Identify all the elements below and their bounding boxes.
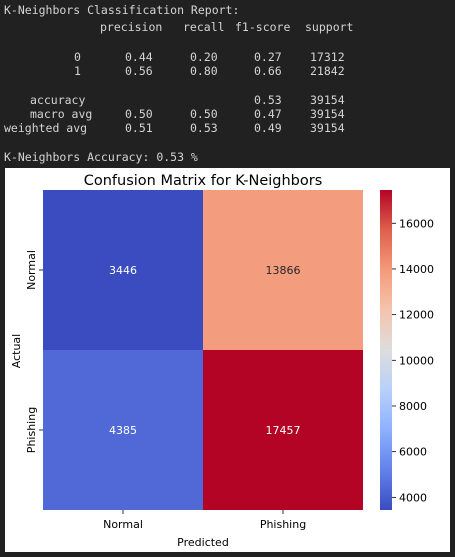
macro-avg-support: 39154	[310, 107, 345, 121]
heatmap-cell	[203, 190, 363, 350]
accuracy-support: 39154	[310, 93, 345, 107]
colorbar-tick-label: 6000	[399, 446, 427, 459]
colorbar-tick-label: 4000	[399, 491, 427, 504]
header-recall: recall	[183, 20, 225, 34]
y-axis-label: Actual	[10, 334, 23, 368]
colorbar	[380, 190, 392, 510]
weighted-avg-f1: 0.49	[254, 121, 282, 135]
report-title: K-Neighbors Classification Report:	[4, 3, 240, 17]
row-f1: 0.27	[254, 50, 282, 64]
row-precision: 0.44	[125, 50, 153, 64]
colorbar-tick-label: 10000	[399, 354, 434, 367]
cell-annotation: 17457	[266, 424, 301, 437]
weighted-avg-label: weighted avg	[4, 121, 88, 135]
cell-annotation: 3446	[109, 264, 137, 277]
cell-annotation: 4385	[109, 424, 137, 437]
console-output: K-Neighbors Classification Report: preci…	[0, 0, 455, 168]
confusion-matrix-chart: Confusion Matrix for K-Neighbors 3446 138…	[10, 173, 434, 549]
accuracy-f1: 0.53	[254, 93, 282, 107]
x-axis-label: Predicted	[177, 536, 229, 549]
weighted-avg-support: 39154	[310, 121, 345, 135]
row-recall: 0.80	[190, 64, 218, 78]
heatmap-cell	[43, 190, 203, 350]
y-tick-label: Normal	[25, 250, 38, 290]
colorbar-tick-label: 12000	[399, 309, 434, 322]
cell-annotation: 13866	[266, 264, 301, 277]
x-tick-label: Phishing	[260, 518, 306, 531]
row-recall: 0.20	[190, 50, 218, 64]
macro-avg-precision: 0.50	[125, 107, 153, 121]
macro-avg-recall: 0.50	[190, 107, 218, 121]
colorbar-tick-label: 16000	[399, 217, 434, 230]
row-support: 21842	[310, 64, 345, 78]
row-label: 1	[74, 64, 81, 78]
row-precision: 0.56	[125, 64, 153, 78]
header-precision: precision	[100, 20, 163, 34]
heatmap-cell	[43, 350, 203, 510]
row-f1: 0.66	[254, 64, 282, 78]
colorbar-tick-label: 14000	[399, 263, 434, 276]
colorbar-tick-label: 8000	[399, 400, 427, 413]
accuracy-line: K-Neighbors Accuracy: 0.53 %	[4, 150, 198, 164]
confusion-matrix-figure: Confusion Matrix for K-Neighbors 3446 138…	[5, 168, 450, 552]
header-support: support	[305, 20, 354, 34]
x-tick-label: Normal	[103, 518, 143, 531]
weighted-avg-precision: 0.51	[125, 121, 153, 135]
macro-avg-f1: 0.47	[254, 107, 282, 121]
weighted-avg-recall: 0.53	[190, 121, 218, 135]
chart-title: Confusion Matrix for K-Neighbors	[84, 173, 323, 189]
macro-avg-label: macro avg	[30, 107, 93, 121]
y-tick-label: Phishing	[25, 407, 38, 453]
row-label: 0	[74, 50, 81, 64]
row-support: 17312	[310, 50, 345, 64]
header-f1: f1-score	[235, 20, 291, 34]
heatmap-cell	[203, 350, 363, 510]
accuracy-label: accuracy	[30, 93, 86, 107]
